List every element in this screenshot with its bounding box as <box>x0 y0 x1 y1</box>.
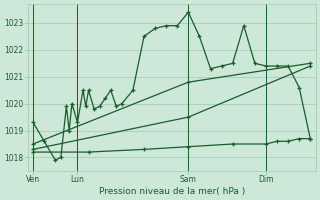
X-axis label: Pression niveau de la mer( hPa ): Pression niveau de la mer( hPa ) <box>99 187 245 196</box>
